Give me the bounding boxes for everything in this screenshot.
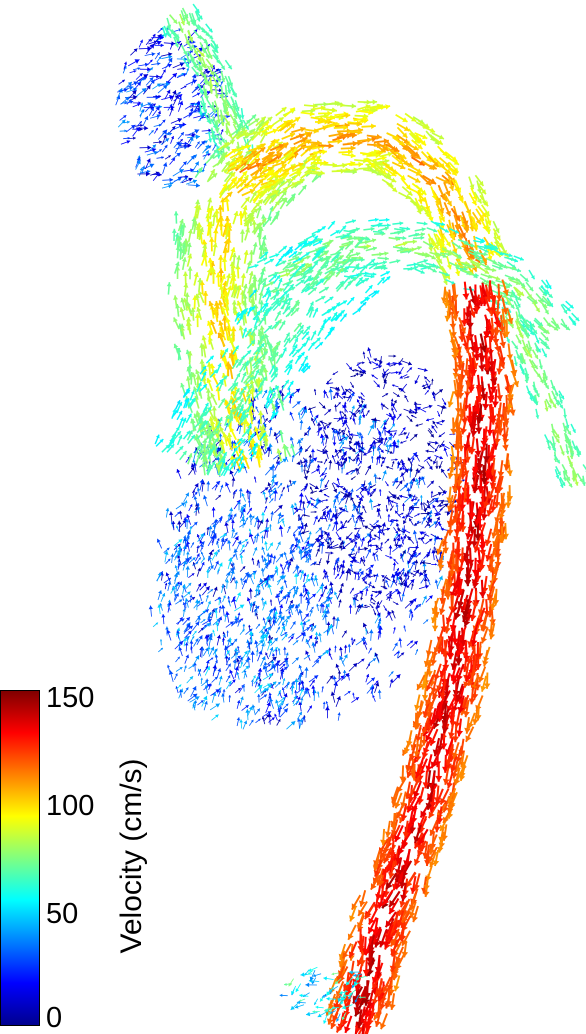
colorbar-tick-50: 50	[46, 898, 79, 930]
velocity-colorbar	[0, 690, 40, 1026]
colorbar-axis-label: Velocity (cm/s)	[115, 758, 148, 954]
colorbar-tick-100: 100	[46, 790, 95, 822]
colorbar-tick-0: 0	[46, 1002, 63, 1034]
colorbar-tick-150: 150	[46, 682, 95, 714]
